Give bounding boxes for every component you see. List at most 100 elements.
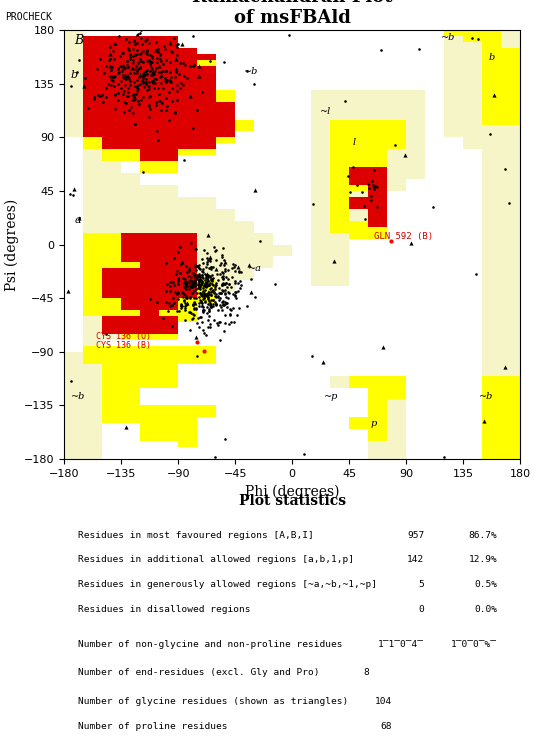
Point (154, 43, 163, 55)
Point (212, 279, 221, 291)
Point (136, 54, 145, 66)
Point (191, 297, 200, 309)
Point (373, 201, 381, 213)
Text: ~l: ~l (320, 106, 331, 115)
Point (151, 78, 160, 90)
Point (208, 269, 217, 281)
Point (190, 276, 198, 288)
Point (166, 300, 174, 312)
Point (229, 287, 237, 299)
Point (151, 65, 160, 77)
Polygon shape (102, 406, 216, 435)
Text: Number of non-glycine and non-proline residues: Number of non-glycine and non-proline re… (78, 640, 343, 649)
Point (209, 279, 217, 291)
Point (139, 69, 148, 81)
Point (106, 41, 115, 54)
Point (369, 164, 378, 176)
Point (201, 296, 210, 308)
Point (110, 36, 119, 48)
Point (378, 341, 387, 353)
Point (193, 271, 202, 283)
Point (188, 279, 197, 291)
Point (218, 299, 227, 311)
Point (198, 275, 206, 287)
Point (198, 275, 206, 287)
Point (200, 290, 209, 302)
Text: 0.5%: 0.5% (474, 580, 497, 589)
Point (126, 79, 135, 91)
Point (154, 66, 163, 78)
Point (109, 71, 117, 83)
Point (198, 286, 207, 298)
Point (192, 330, 201, 342)
Point (212, 254, 220, 266)
Point (148, 63, 157, 75)
Point (198, 269, 206, 281)
Point (221, 277, 230, 290)
Point (115, 30, 123, 42)
Polygon shape (349, 375, 406, 417)
Point (206, 270, 214, 282)
Point (157, 103, 166, 115)
Point (207, 301, 215, 313)
Point (137, 47, 145, 59)
Text: Residues in most favoured regions [A,B,I]: Residues in most favoured regions [A,B,I… (78, 531, 314, 540)
Point (143, 33, 152, 45)
Polygon shape (64, 352, 216, 459)
Point (130, 49, 139, 61)
Point (377, 44, 386, 56)
Point (189, 312, 197, 324)
Point (165, 56, 174, 68)
Text: ~b: ~b (479, 392, 494, 401)
Point (195, 259, 204, 271)
Point (142, 78, 150, 90)
Point (92, 63, 101, 75)
Point (190, 302, 198, 314)
Point (214, 316, 223, 328)
Point (203, 287, 212, 299)
Point (198, 86, 206, 98)
Point (207, 287, 215, 299)
Point (209, 300, 217, 312)
Point (176, 82, 185, 94)
Point (196, 280, 205, 292)
Point (202, 272, 211, 284)
Point (176, 77, 185, 89)
Point (247, 273, 256, 285)
Point (231, 265, 240, 277)
Point (115, 66, 123, 78)
Point (211, 288, 220, 300)
Text: Plot statistics: Plot statistics (239, 495, 346, 508)
Point (366, 195, 375, 207)
Point (214, 290, 222, 302)
Point (191, 280, 199, 292)
Point (108, 70, 117, 82)
Point (206, 290, 215, 302)
Point (169, 253, 178, 265)
Point (217, 287, 226, 299)
Polygon shape (482, 149, 520, 400)
Point (202, 279, 211, 291)
Point (167, 44, 175, 57)
Point (197, 274, 205, 287)
Point (172, 66, 181, 78)
Point (123, 55, 131, 67)
Point (135, 71, 143, 83)
Point (194, 260, 203, 272)
Point (199, 304, 207, 316)
Point (196, 287, 204, 299)
Point (203, 307, 211, 319)
Point (133, 29, 142, 41)
Point (219, 273, 228, 285)
Point (199, 287, 208, 299)
Point (468, 32, 477, 44)
Point (173, 277, 182, 290)
Point (221, 287, 229, 299)
Point (165, 297, 173, 309)
Point (108, 44, 117, 57)
Point (118, 69, 127, 81)
Point (120, 72, 128, 84)
Point (221, 297, 230, 309)
Point (101, 328, 110, 340)
Text: ~a: ~a (248, 264, 262, 273)
